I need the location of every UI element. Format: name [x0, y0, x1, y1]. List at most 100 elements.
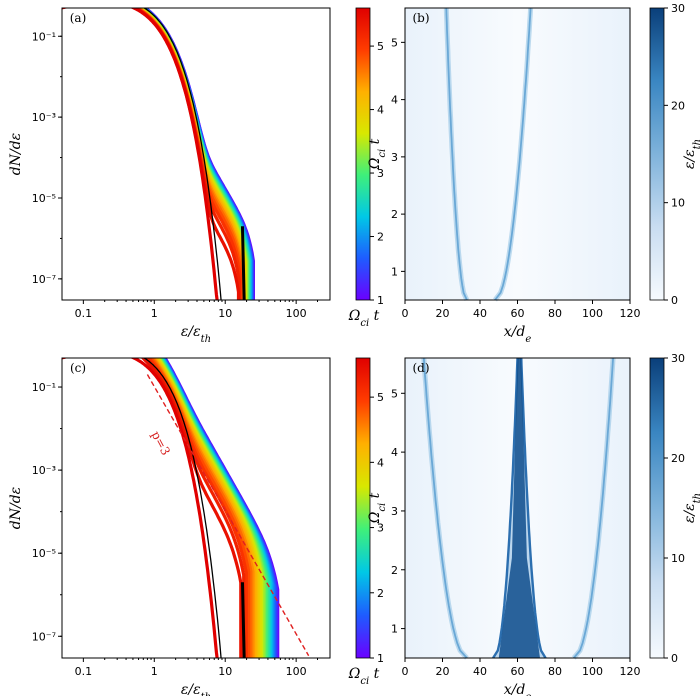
- spectrum-curve: [135, 8, 245, 300]
- power-law-annotation: p=3: [149, 429, 173, 458]
- plot-frame: [61, 7, 331, 301]
- colorbar-tick-label: 0: [671, 652, 678, 665]
- colorbar: [649, 7, 665, 301]
- colorbar-label: Ωci t: [348, 666, 380, 687]
- spectrum-curve: [134, 8, 244, 300]
- x-tick-label: 10: [218, 307, 232, 320]
- colorbar-tick-label: 10: [671, 552, 685, 565]
- x-tick-label: 0: [402, 665, 409, 678]
- spectra-2: [62, 358, 280, 658]
- spectrum-curve: [141, 8, 253, 300]
- x-tick-label: 80: [548, 665, 562, 678]
- spectrum-curve: [140, 8, 252, 300]
- y-tick-label: 10⁻⁷: [32, 273, 56, 286]
- y-tick-label: 3: [391, 505, 398, 518]
- y-axis-label: dN/dε: [8, 487, 24, 529]
- panel-label: (c): [70, 361, 86, 375]
- spectra-0: [62, 8, 255, 300]
- x-tick-label: 0: [402, 307, 409, 320]
- x-tick-label: 1: [151, 307, 158, 320]
- spectrum-curve: [138, 8, 250, 300]
- plot-frame: [61, 357, 331, 659]
- left-front-trace: [445, 7, 468, 301]
- panel-label: (a): [70, 11, 87, 25]
- y-tick-label: 10⁻⁵: [32, 192, 56, 205]
- panel-label: (d): [412, 361, 429, 375]
- colorbar-label: ε/εth: [682, 139, 700, 169]
- x-tick-label: 120: [620, 307, 641, 320]
- colorbar-label: ε/εth: [682, 493, 700, 523]
- colorbar-tick-label: 2: [377, 587, 384, 600]
- y-tick-label: 3: [391, 151, 398, 164]
- x-axis-label: x/de: [504, 682, 532, 696]
- right-front-trace: [573, 357, 614, 659]
- y-axis-label: Ωci t: [367, 492, 388, 524]
- x-tick-label: 100: [582, 665, 603, 678]
- spectrum-curve: [157, 358, 267, 658]
- x-tick-label: 20: [436, 665, 450, 678]
- colorbar-tick-label: 0: [671, 294, 678, 307]
- y-tick-label: 4: [391, 446, 398, 459]
- y-tick-label: 10⁻¹: [32, 30, 56, 43]
- x-axis-label: ε/εth: [181, 682, 211, 696]
- colorbar-tick-label: 4: [377, 104, 384, 117]
- colorbar: [355, 357, 371, 659]
- colorbar-tick-label: 30: [671, 2, 685, 15]
- y-tick-label: 2: [391, 564, 398, 577]
- power-law-fit-line: [146, 374, 310, 657]
- x-tick-label: 40: [473, 665, 487, 678]
- spectrum-curve: [140, 8, 253, 300]
- spectrum-curve: [141, 8, 254, 300]
- colorbar: [355, 7, 371, 301]
- spectrum-curve: [62, 358, 240, 658]
- y-tick-label: 10⁻⁵: [32, 547, 56, 560]
- spectrum-curve: [137, 8, 248, 300]
- x-axis-label: ε/εth: [181, 324, 211, 345]
- y-tick-label: 1: [391, 623, 398, 636]
- x-tick-label: 10: [218, 665, 232, 678]
- spectrum-curve: [144, 358, 246, 658]
- y-tick-label: 1: [391, 265, 398, 278]
- spectrum-curve: [139, 8, 251, 300]
- x-tick-label: 80: [548, 307, 562, 320]
- x-axis-label: x/de: [504, 324, 532, 345]
- x-tick-label: 0.1: [75, 307, 93, 320]
- initial-maxwellian-curve: [143, 8, 222, 300]
- colorbar-tick-label: 2: [377, 231, 384, 244]
- central-jet-left-edge: [492, 357, 519, 659]
- x-tick-label: 100: [286, 665, 307, 678]
- initial-maxwellian-curve: [143, 358, 222, 658]
- x-tick-label: 20: [436, 307, 450, 320]
- x-tick-label: 0.1: [75, 665, 93, 678]
- y-tick-label: 5: [391, 36, 398, 49]
- y-tick-label: 2: [391, 208, 398, 221]
- colorbar-tick-label: 5: [377, 40, 384, 53]
- colorbar-tick-label: 3: [377, 167, 384, 180]
- spectrum-curve: [141, 8, 254, 300]
- colorbar-tick-label: 4: [377, 456, 384, 469]
- central-jet-right-edge: [520, 357, 547, 659]
- black-tail-mark: [240, 582, 246, 658]
- spectrum-curve: [140, 358, 243, 658]
- spectrum-curve: [142, 8, 255, 300]
- black-tail-mark: [240, 226, 246, 300]
- colorbar-tick-label: 1: [377, 294, 384, 307]
- y-axis-label: Ωci t: [367, 138, 388, 170]
- colorbar-tick-label: 10: [671, 197, 685, 210]
- x-tick-label: 100: [582, 307, 603, 320]
- y-tick-label: 5: [391, 387, 398, 400]
- spectrum-curve: [136, 8, 247, 300]
- x-tick-label: 60: [511, 307, 525, 320]
- central-jet-core: [498, 358, 540, 658]
- x-tick-label: 1: [151, 665, 158, 678]
- colorbar-tick-label: 3: [377, 522, 384, 535]
- spectrum-curve: [133, 8, 244, 300]
- colorbar-tick-label: 20: [671, 99, 685, 112]
- y-tick-label: 10⁻³: [32, 111, 56, 124]
- x-tick-label: 60: [511, 665, 525, 678]
- spectrum-curve: [140, 8, 252, 300]
- spectrum-curve: [62, 8, 240, 300]
- heatmap-background: [405, 8, 630, 300]
- x-tick-label: 40: [473, 307, 487, 320]
